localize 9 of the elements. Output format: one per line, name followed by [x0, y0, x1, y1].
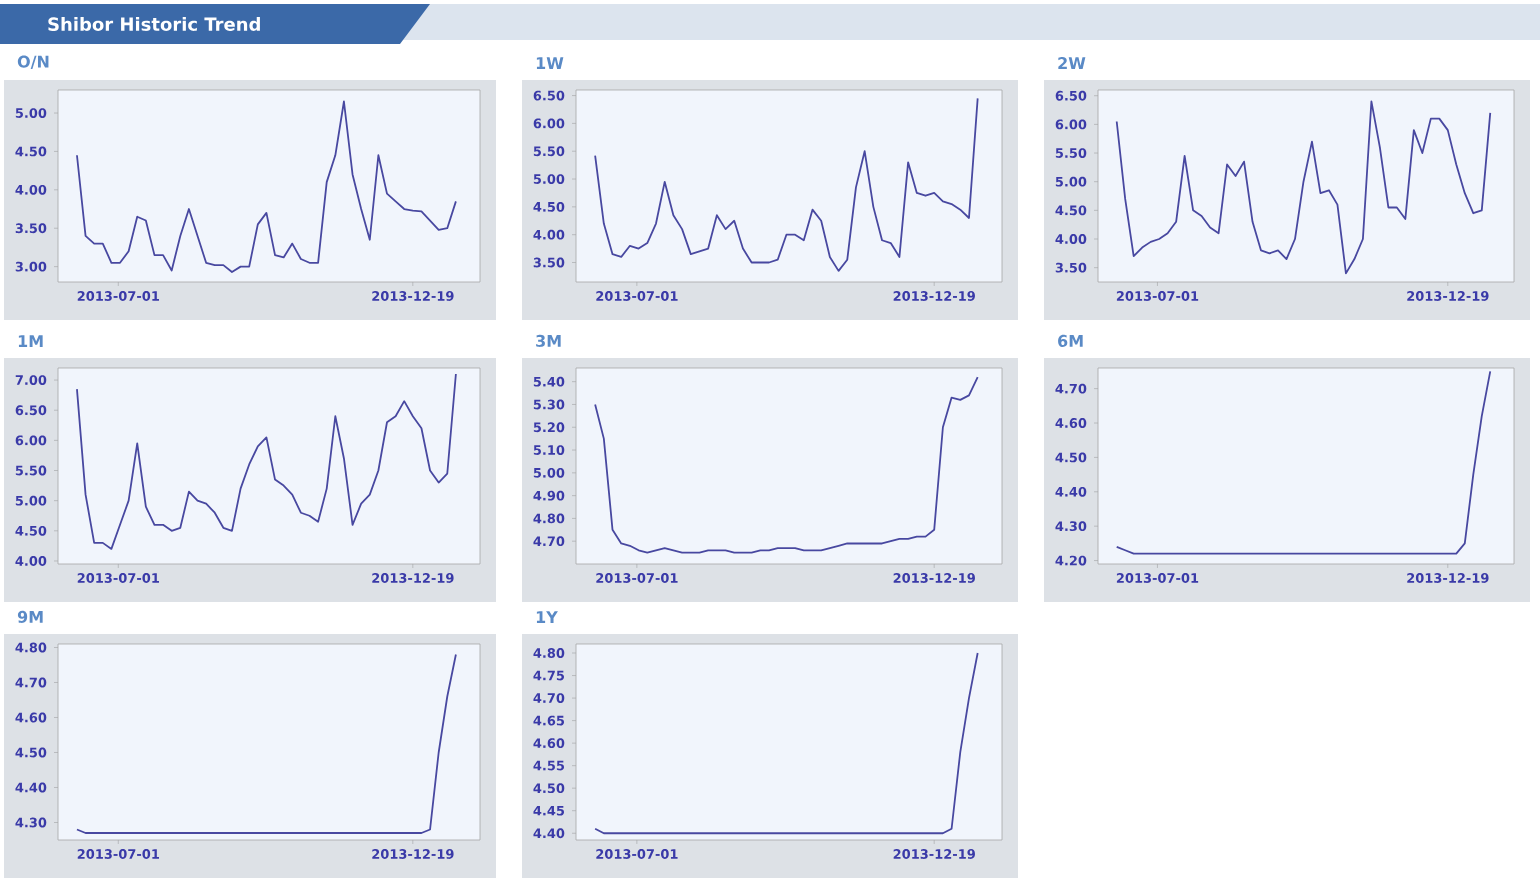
chart-title: O/N: [17, 55, 49, 69]
chart-title: 9M: [17, 610, 43, 623]
chart-title: 2W: [1058, 57, 1086, 69]
chart-title: 1Y: [536, 611, 558, 623]
chart-title: 1W: [536, 57, 564, 69]
text: Shibor Historic Trend: [48, 17, 260, 31]
chart-title: 3M: [536, 334, 561, 347]
chart-title: 6M: [1058, 334, 1083, 347]
chart-title: 1M: [18, 335, 43, 347]
